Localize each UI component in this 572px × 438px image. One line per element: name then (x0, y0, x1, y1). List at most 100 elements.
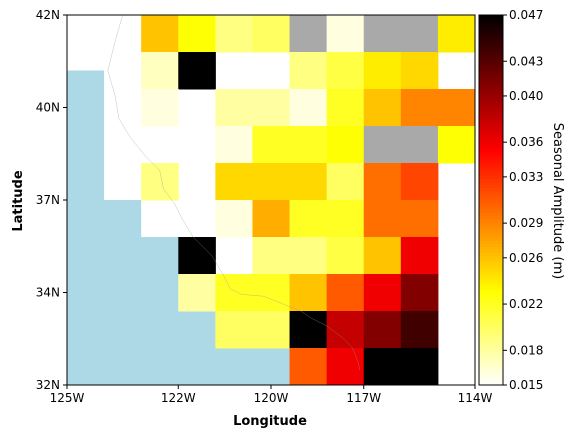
colorbar-band (479, 215, 503, 220)
x-tick-label: 114W (458, 391, 493, 405)
colorbar-band (479, 159, 503, 164)
colorbar-band (479, 190, 503, 195)
colorbar-band (479, 196, 503, 201)
colorbar-band (479, 181, 503, 186)
colorbar-band (479, 243, 503, 247)
heatmap-cell (141, 89, 179, 127)
heatmap-cell (141, 15, 179, 53)
heatmap-cell (289, 15, 328, 53)
heatmap-cell (141, 52, 179, 90)
colorbar-band (479, 344, 503, 349)
y-tick-label: 37N (36, 193, 60, 207)
colorbar-band (479, 323, 503, 328)
colorbar-band (479, 283, 503, 287)
heatmap-cell (252, 237, 291, 275)
colorbar-band (479, 113, 503, 118)
colorbar-band (479, 230, 503, 235)
colorbar-band (479, 107, 503, 112)
colorbar-band (479, 70, 503, 75)
colorbar-band (479, 255, 503, 260)
colorbar-band (479, 360, 503, 365)
heatmap-cell (326, 237, 365, 275)
heatmap-cell (363, 52, 402, 90)
colorbar-band (479, 79, 503, 84)
colorbar-band (479, 15, 503, 19)
colorbar-frame (478, 14, 504, 386)
colorbar-tick-label: 0.043 (509, 54, 543, 68)
colorbar-band (479, 246, 503, 250)
colorbar-band (479, 227, 503, 232)
heatmap-cell (400, 15, 439, 53)
colorbar-band (479, 101, 503, 106)
colorbar: 0.015 0.018 0.022 0.026 0.029 0.033 0.036 0.040… (478, 8, 543, 392)
colorbar-band (479, 270, 503, 275)
heatmap-cell (252, 15, 291, 53)
colorbar-tick-label: 0.029 (509, 216, 543, 230)
map-area: 125W 122W 120W 117W 114W 32N 34N 37N 40N 42N (36, 8, 493, 405)
heatmap-cell (400, 126, 439, 164)
heatmap-cell (326, 311, 365, 349)
x-axis-label: Longitude (233, 414, 307, 429)
colorbar-band (479, 317, 503, 321)
colorbar-band (479, 274, 503, 278)
coastline (107, 14, 361, 371)
colorbar-band (479, 95, 503, 99)
x-tick-label: 117W (346, 391, 381, 405)
colorbar-tick-label: 0.015 (509, 378, 543, 392)
heatmap-cell (363, 126, 402, 164)
heatmap-cell (400, 52, 439, 90)
colorbar-band (479, 129, 503, 133)
heatmap-cell (215, 274, 253, 312)
colorbar-band (479, 150, 503, 155)
heatmap-cell (326, 348, 365, 386)
colorbar-band (479, 184, 503, 189)
colorbar-band (479, 193, 503, 198)
heatmap-cell (215, 89, 253, 127)
colorbar-band (479, 341, 503, 346)
colorbar-tick-label: 0.036 (509, 135, 543, 149)
colorbar-band (479, 67, 503, 72)
colorbar-band (479, 258, 503, 263)
heatmap-cell (326, 52, 365, 90)
heatmap-cell (326, 200, 365, 238)
colorbar-band (479, 332, 503, 337)
heatmap-cell (289, 163, 328, 201)
colorbar-band (479, 320, 503, 324)
x-tick-label: 122W (161, 391, 196, 405)
heatmap-cell (178, 52, 216, 90)
colorbar-band (479, 338, 503, 343)
colorbar-band (479, 166, 503, 170)
colorbar-band (479, 209, 503, 213)
heatmap-cell (363, 274, 402, 312)
heatmap-cell (252, 126, 291, 164)
colorbar-band (479, 144, 503, 149)
heatmap-cell (363, 348, 402, 386)
heatmap-cell (141, 163, 179, 201)
colorbar-band (479, 64, 503, 69)
heatmap-cell (400, 274, 439, 312)
heatmap-cell (437, 126, 476, 164)
colorbar-band (479, 286, 503, 291)
x-tick-label: 125W (50, 391, 85, 405)
heatmap-cell (363, 89, 402, 127)
heatmap-cell (289, 274, 328, 312)
colorbar-band (479, 147, 503, 152)
colorbar-tick-label: 0.047 (509, 8, 543, 22)
heatmap-cell (289, 52, 328, 90)
colorbar-band (479, 357, 503, 361)
colorbar-band (479, 326, 503, 331)
colorbar-tick-label: 0.033 (509, 170, 543, 184)
colorbar-band (479, 76, 503, 81)
colorbar-band (479, 82, 503, 87)
heatmap-cell (400, 348, 439, 386)
colorbar-band (479, 153, 503, 158)
colorbar-band (479, 224, 503, 229)
colorbar-band (479, 378, 503, 383)
colorbar-band (479, 240, 503, 244)
colorbar-band (479, 304, 503, 309)
colorbar-band (479, 237, 503, 241)
colorbar-band (479, 45, 503, 50)
heatmap-cell (215, 163, 253, 201)
colorbar-band (479, 335, 503, 340)
